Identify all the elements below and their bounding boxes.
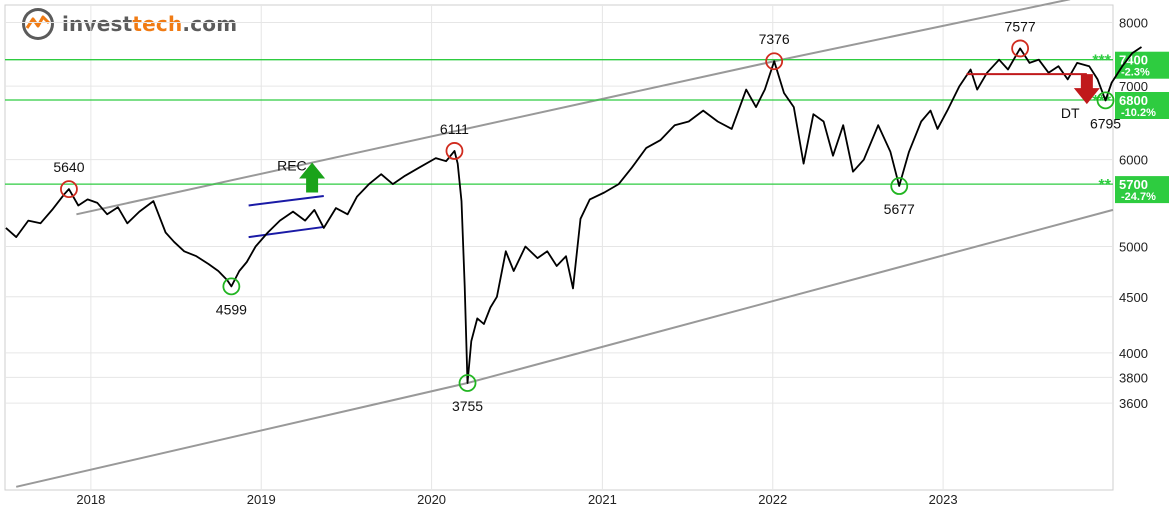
peak-marker — [60, 180, 78, 199]
sell-signal-arrow — [1073, 74, 1100, 105]
trend-channel — [15, 0, 1114, 488]
level-value: 5700 — [1119, 177, 1148, 192]
x-tick-label: 2018 — [76, 492, 105, 507]
level-change: -24.7% — [1121, 191, 1156, 203]
x-tick-label: 2023 — [929, 492, 958, 507]
trough-marker — [222, 277, 241, 296]
price-series — [5, 46, 1143, 384]
y-tick-label: 3600 — [1119, 396, 1148, 411]
y-tick-label: 6000 — [1119, 153, 1148, 168]
x-tick-label: 2022 — [758, 492, 787, 507]
level-stars: ** — [1099, 177, 1112, 194]
y-tick-label: 4500 — [1119, 290, 1148, 305]
level-change: -2.3% — [1121, 67, 1150, 79]
extreme-label: 7577 — [1005, 18, 1036, 34]
y-tick-label: 4000 — [1119, 346, 1148, 361]
level-value: 6800 — [1119, 93, 1148, 108]
trend-line — [15, 208, 1114, 488]
peak-marker — [445, 142, 464, 160]
level-badge — [1115, 92, 1169, 120]
extreme-label: 6111 — [440, 121, 469, 137]
extreme-label: 4599 — [216, 301, 247, 317]
extreme-label: 5677 — [884, 201, 915, 217]
level-value: 7400 — [1119, 53, 1148, 68]
y-tick-label: 5000 — [1119, 240, 1148, 255]
signal-label: REC — [277, 158, 307, 174]
level-badge — [1115, 176, 1169, 204]
extreme-label: 3755 — [452, 398, 483, 414]
trend-line — [76, 0, 1071, 216]
rectangle-boundary — [248, 194, 324, 207]
y-tick-label: 7000 — [1119, 79, 1148, 94]
support-resistance-levels: *** 7400-2.3%*** 6800-10.2%** 5700-24.7% — [5, 51, 1169, 204]
y-axis: 3600 3800 4000 4500 5000 6000 7000 8000 — [1119, 16, 1148, 412]
brand-logo-icon — [22, 8, 54, 40]
chart-grid — [4, 4, 1114, 491]
signal-label: DT — [1061, 105, 1080, 121]
level-change: -10.2% — [1121, 107, 1156, 119]
y-tick-label: 3800 — [1119, 370, 1148, 385]
x-tick-label: 2021 — [588, 492, 617, 507]
price-line — [5, 46, 1143, 384]
trough-marker — [458, 374, 477, 392]
y-tick-label: 8000 — [1119, 16, 1148, 31]
plot-frame — [4, 4, 1114, 491]
level-stars: *** — [1092, 53, 1111, 70]
rectangle-boundary — [248, 225, 324, 239]
extreme-label: 7376 — [759, 31, 790, 47]
signals: REC DT — [277, 73, 1100, 193]
extreme-label: 6795 — [1090, 115, 1121, 131]
peak-marker — [765, 52, 784, 71]
brand-logo: investtech.com — [20, 5, 237, 43]
x-tick-label: 2019 — [247, 492, 276, 507]
extreme-markers: 5640 4599 6111 3755 7376 5677 7577 6795 — [53, 18, 1121, 414]
peak-marker — [1011, 39, 1030, 58]
extreme-label: 5640 — [53, 159, 84, 175]
x-tick-label: 2020 — [417, 492, 446, 507]
trough-marker — [1096, 91, 1115, 110]
x-axis: 2018 2019 2020 2021 2022 2023 — [76, 492, 957, 507]
buy-signal-arrow — [299, 162, 326, 193]
brand-name: investtech.com — [62, 12, 238, 36]
trough-marker — [890, 177, 909, 195]
rectangle-formation — [248, 194, 324, 239]
